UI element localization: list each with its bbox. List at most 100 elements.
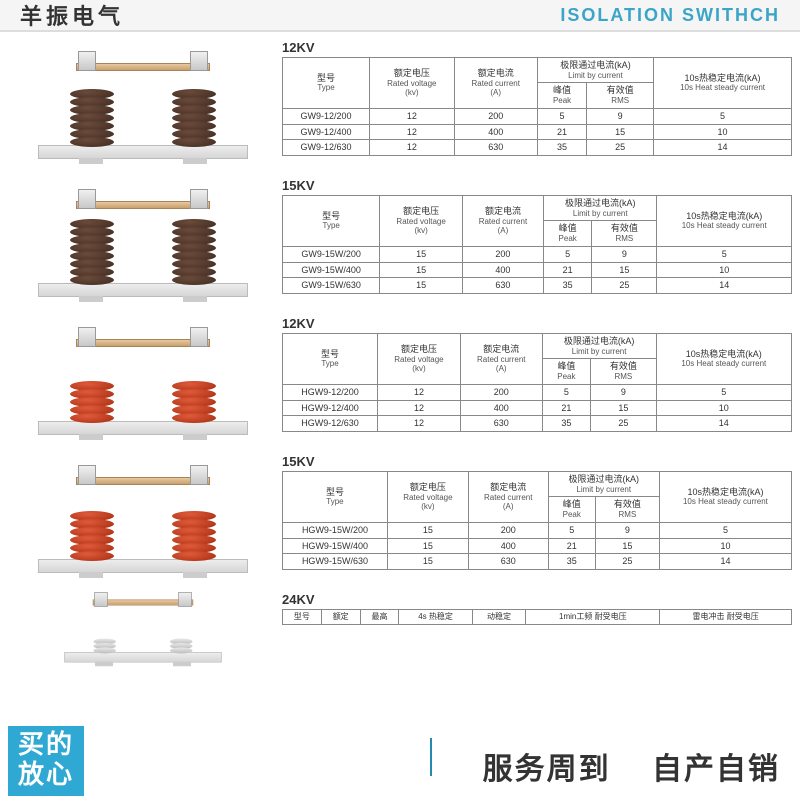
footer-divider: [430, 738, 432, 776]
spec-table: 型号Type 额定电压Rated voltage(kv) 额定电流Rated c…: [282, 57, 792, 156]
th-rms: 有效值RMS: [595, 497, 659, 522]
badge-line-2: 放心: [18, 760, 74, 790]
cell: 9: [592, 246, 657, 262]
badge-line-1: 买的: [18, 730, 74, 760]
table-column: 15KV 型号Type 额定电压Rated voltage(kv) 额定电流Ra…: [278, 454, 792, 570]
th: 雷电冲击 耐受电压: [660, 610, 792, 625]
cell: 200: [468, 522, 548, 538]
th-limit: 极限通过电流(kA)Limit by current: [542, 334, 656, 359]
cell: 5: [542, 384, 591, 400]
spec-table: 型号Type 额定电压Rated voltage(kv) 额定电流Rated c…: [282, 471, 792, 570]
th-voltage: 额定电压Rated voltage(kv): [377, 334, 460, 385]
th-voltage: 额定电压Rated voltage(kv): [370, 58, 455, 109]
cell: GW9-15W/630: [283, 278, 380, 294]
th-rms: 有效值RMS: [591, 359, 656, 384]
table-row: GW9-12/63012630352514: [283, 140, 792, 156]
cell: 10: [656, 400, 791, 416]
cell: 15: [380, 278, 463, 294]
device-illustration: [57, 577, 230, 667]
cell: 10: [659, 538, 791, 554]
cell: 15: [380, 246, 463, 262]
image-column: [8, 454, 278, 584]
cell: GW9-12/200: [283, 108, 370, 124]
cell: 25: [592, 278, 657, 294]
cell: HGW9-15W/200: [283, 522, 388, 538]
th-peak: 峰值Peak: [544, 221, 592, 246]
cell: 200: [460, 384, 542, 400]
cell: 21: [542, 400, 591, 416]
cell: 35: [544, 278, 592, 294]
th-heat: 10s热稳定电流(kA)10s Heat steady current: [656, 334, 791, 385]
image-column: [8, 592, 278, 652]
section-title: 12KV: [282, 40, 792, 55]
th-type: 型号Type: [283, 58, 370, 109]
device-illustration: [28, 183, 258, 303]
table-row: GW9-12/20012200595: [283, 108, 792, 124]
cell: 15: [380, 262, 463, 278]
cell: GW9-15W/400: [283, 262, 380, 278]
table-column: 12KV 型号Type 额定电压Rated voltage(kv) 额定电流Ra…: [278, 40, 792, 156]
footer-badge: 买的 放心: [8, 726, 84, 796]
th-rms: 有效值RMS: [592, 221, 657, 246]
cell: 35: [548, 554, 595, 570]
cell: HGW9-12/630: [283, 416, 378, 432]
cell: 400: [460, 400, 542, 416]
table-row: HGW9-12/40012400211510: [283, 400, 792, 416]
cell: 9: [587, 108, 654, 124]
cell: 14: [659, 554, 791, 570]
th-limit: 极限通过电流(kA)Limit by current: [544, 196, 657, 221]
th-heat: 10s热稳定电流(kA)10s Heat steady current: [654, 58, 792, 109]
th-current: 额定电流Rated current(A): [468, 472, 548, 523]
table-row: GW9-15W/63015630352514: [283, 278, 792, 294]
page-footer: 买的 放心 服务周到 自产自销: [0, 730, 800, 800]
cell: 630: [454, 140, 537, 156]
cell: 14: [657, 278, 792, 294]
cell: 25: [595, 554, 659, 570]
cell: 630: [468, 554, 548, 570]
cell: 10: [654, 124, 792, 140]
cell: 25: [587, 140, 654, 156]
cell: 630: [460, 416, 542, 432]
th-rms: 有效值RMS: [587, 83, 654, 108]
cell: 21: [537, 124, 587, 140]
th-peak: 峰值Peak: [537, 83, 587, 108]
image-column: [8, 316, 278, 446]
cell: HGW9-12/400: [283, 400, 378, 416]
cell: 10: [657, 262, 792, 278]
th-current: 额定电流Rated current(A): [454, 58, 537, 109]
spec-block: 12KV 型号Type 额定电压Rated voltage(kv) 额定电流Ra…: [8, 316, 792, 446]
spec-block: 15KV 型号Type 额定电压Rated voltage(kv) 额定电流Ra…: [8, 178, 792, 308]
image-column: [8, 178, 278, 308]
cell: 200: [454, 108, 537, 124]
cell: 5: [548, 522, 595, 538]
cell: 12: [370, 108, 455, 124]
spec-table: 型号Type 额定电压Rated voltage(kv) 额定电流Rated c…: [282, 333, 792, 432]
cell: 630: [462, 278, 543, 294]
cell: 14: [656, 416, 791, 432]
cell: GW9-12/630: [283, 140, 370, 156]
cell: 12: [370, 140, 455, 156]
section-title: 12KV: [282, 316, 792, 331]
cell: GW9-15W/200: [283, 246, 380, 262]
th-type: 型号Type: [283, 334, 378, 385]
cell: 35: [542, 416, 591, 432]
cell: HGW9-15W/630: [283, 554, 388, 570]
table-row: GW9-12/40012400211510: [283, 124, 792, 140]
th-limit: 极限通过电流(kA)Limit by current: [548, 472, 659, 497]
cell: 12: [370, 124, 455, 140]
device-illustration: [28, 45, 258, 165]
th-limit: 极限通过电流(kA)Limit by current: [537, 58, 653, 83]
cell: 15: [387, 522, 468, 538]
cell: 200: [462, 246, 543, 262]
th-heat: 10s热稳定电流(kA)10s Heat steady current: [657, 196, 792, 247]
th-voltage: 额定电压Rated voltage(kv): [387, 472, 468, 523]
device-illustration: [28, 321, 258, 441]
th-type: 型号Type: [283, 196, 380, 247]
table-row: GW9-15W/40015400211510: [283, 262, 792, 278]
content-area: 12KV 型号Type 额定电压Rated voltage(kv) 额定电流Ra…: [0, 40, 800, 730]
spec-block: 15KV 型号Type 额定电压Rated voltage(kv) 额定电流Ra…: [8, 454, 792, 584]
footer-text-1: 服务周到: [483, 753, 611, 786]
table-column: 24KV型号额定最高4s 热稳定动稳定1min工频 耐受电压雷电冲击 耐受电压: [278, 592, 792, 625]
cell: 15: [387, 554, 468, 570]
cell: 5: [537, 108, 587, 124]
